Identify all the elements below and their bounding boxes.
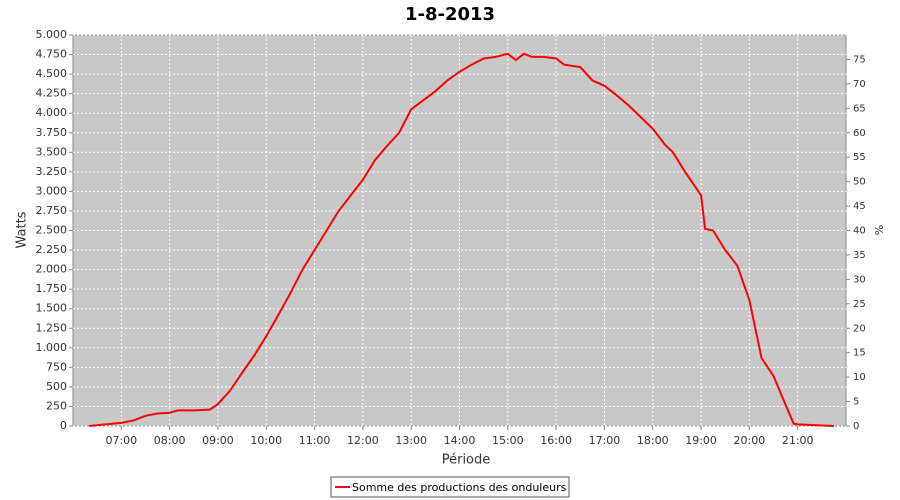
x-tick-label: 20:00: [734, 434, 766, 447]
x-tick-label: 07:00: [105, 434, 137, 447]
y2-tick-label: 70: [853, 79, 866, 90]
x-tick-label: 19:00: [685, 434, 717, 447]
y-tick-label: 3.750: [36, 126, 68, 139]
y-tick-label: 250: [46, 399, 67, 412]
legend-label: Somme des productions des onduleurs: [352, 481, 567, 494]
y2-tick-label: 15: [853, 348, 866, 359]
y-tick-label: 1.250: [36, 321, 68, 334]
y2-tick-label: 25: [853, 299, 866, 310]
legend: Somme des productions des onduleurs: [330, 476, 570, 498]
y-tick-label: 1.500: [36, 302, 68, 315]
y-tick-label: 750: [46, 360, 67, 373]
y2-tick-label: 20: [853, 323, 866, 334]
y-tick-label: 1.750: [36, 282, 68, 295]
data-line: [89, 52, 834, 427]
x-tick-label: 18:00: [637, 434, 669, 447]
y-tick-label: 5.000: [36, 28, 68, 41]
y2-tick-label: 65: [853, 103, 866, 114]
y2-tick-label: 75: [853, 54, 866, 65]
x-tick-label: 14:00: [444, 434, 476, 447]
x-tick-label: 09:00: [202, 434, 234, 447]
y2-tick-label: 10: [853, 372, 866, 383]
x-tick-label: 17:00: [589, 434, 621, 447]
x-tick-label: 08:00: [154, 434, 186, 447]
y2-tick-label: 55: [853, 152, 866, 163]
y2-tick-label: 50: [853, 177, 866, 188]
y2-tick-label: 30: [853, 274, 866, 285]
y-tick-label: 4.000: [36, 106, 68, 119]
y-tick-label: 3.500: [36, 145, 68, 158]
x-tick-label: 11:00: [299, 434, 331, 447]
legend-box: [330, 476, 570, 498]
y-tick-label: 0: [60, 419, 67, 432]
y-axis-label: Watts: [15, 211, 30, 248]
y-tick-label: 4.250: [36, 87, 68, 100]
y2-tick-label: 45: [853, 201, 866, 212]
y-tick-label: 2.500: [36, 224, 68, 237]
y-tick-label: 500: [46, 380, 67, 393]
x-axis-label: Période: [442, 453, 491, 468]
x-tick-label: 15:00: [492, 434, 524, 447]
y2-tick-label: 5: [853, 397, 859, 408]
y-tick-label: 4.750: [36, 48, 68, 61]
y-tick-label: 4.500: [36, 67, 68, 80]
y2-axis-label: %: [873, 225, 886, 235]
x-tick-label: 12:00: [347, 434, 379, 447]
chart-title: 1-8-2013: [405, 4, 495, 25]
x-tick-label: 16:00: [540, 434, 572, 447]
y-tick-label: 1.000: [36, 341, 68, 354]
y2-tick-label: 0: [853, 421, 859, 432]
y-tick-label: 3.000: [36, 184, 68, 197]
y-tick-label: 2.000: [36, 263, 68, 276]
y2-tick-label: 40: [853, 226, 866, 237]
y2-tick-label: 35: [853, 250, 866, 261]
y-tick-label: 3.250: [36, 165, 68, 178]
y-tick-label: 2.250: [36, 243, 68, 256]
y-tick-label: 2.750: [36, 204, 68, 217]
x-tick-label: 10:00: [250, 434, 282, 447]
y2-tick-label: 60: [853, 128, 866, 139]
x-tick-label: 13:00: [395, 434, 427, 447]
x-tick-label: 21:00: [782, 434, 814, 447]
